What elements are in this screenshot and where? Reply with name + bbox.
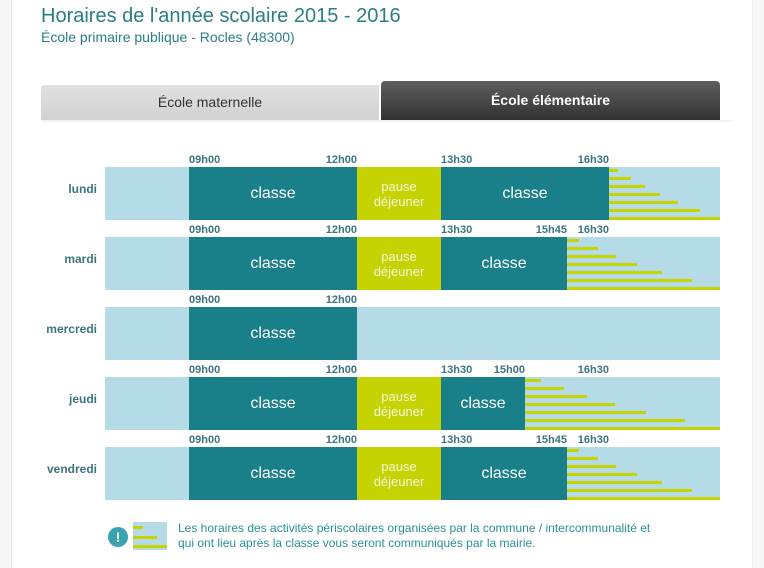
time-label: 12h00: [325, 364, 357, 376]
time-label: 16h30: [577, 154, 609, 166]
time-label: 09h00: [189, 434, 221, 446]
periscolaire-stripe: [567, 481, 662, 484]
periscolaire-stripe: [567, 497, 720, 500]
periscolaire-stripe: [567, 465, 616, 468]
segment-pause-dejeuner: pause déjeuner: [357, 167, 441, 220]
day-label-mardi: mardi: [64, 252, 97, 266]
segment-classe: classe: [441, 377, 525, 430]
periscolaire-stripe: [609, 177, 631, 180]
time-label: 15h45: [535, 434, 567, 446]
periscolaire-stripe: [567, 457, 598, 460]
segment-pause-dejeuner: pause déjeuner: [357, 237, 441, 290]
time-label: 12h00: [325, 224, 357, 236]
periscolaire-stripe: [567, 271, 662, 274]
periscolaire-stripe: [525, 379, 541, 382]
day-label-lundi: lundi: [68, 182, 97, 196]
segment-pause-dejeuner: pause déjeuner: [357, 447, 441, 500]
periscolaire-stripe: [525, 403, 615, 406]
periscolaire-stripe: [567, 279, 692, 282]
exclamation-circle-icon: !: [108, 527, 128, 547]
segment-classe: classe: [189, 167, 357, 220]
time-label: 15h00: [493, 364, 525, 376]
periscolaire-legend-icon: [133, 522, 167, 550]
periscolaire-stripe: [567, 247, 598, 250]
schedule-bar-lundi: classe pause déjeuner classe: [105, 167, 720, 220]
periscolaire-stripe: [525, 387, 564, 390]
periscolaire-stripe: [525, 427, 720, 430]
periscolaire-stripe: [609, 185, 645, 188]
tab-ecole-elementaire[interactable]: École élémentaire: [381, 81, 720, 120]
time-label: 13h30: [441, 434, 473, 446]
segment-pause-dejeuner: pause déjeuner: [357, 377, 441, 430]
segment-classe: classe: [189, 447, 357, 500]
time-label: 15h45: [535, 224, 567, 236]
time-label: 09h00: [189, 364, 221, 376]
school-subtitle: École primaire publique - Rocles (48300): [41, 29, 295, 45]
segment-classe: classe: [441, 167, 609, 220]
periscolaire-stripe: [609, 201, 678, 204]
time-label: 16h30: [577, 364, 609, 376]
periscolaire-stripe: [609, 217, 720, 220]
segment-classe: classe: [189, 307, 357, 360]
time-label: 12h00: [325, 294, 357, 306]
periscolaire-stripe: [567, 255, 616, 258]
day-label-vendredi: vendredi: [46, 462, 97, 476]
time-label: 13h30: [441, 224, 473, 236]
periscolaire-stripe: [567, 473, 637, 476]
day-label-mercredi: mercredi: [46, 322, 97, 336]
time-label: 09h00: [189, 294, 221, 306]
periscolaire-stripe: [609, 169, 618, 172]
periscolaire-stripe: [525, 419, 685, 422]
day-label-jeudi: jeudi: [68, 392, 97, 406]
page-title: Horaires de l'année scolaire 2015 - 2016: [41, 5, 401, 27]
time-label: 09h00: [189, 154, 221, 166]
segment-classe: classe: [441, 237, 567, 290]
periscolaire-stripe: [567, 489, 692, 492]
periscolaire-stripe: [525, 411, 646, 414]
time-label: 13h30: [441, 364, 473, 376]
schedule-bar-mardi: classe pause déjeuner classe: [105, 237, 720, 290]
time-label: 12h00: [325, 154, 357, 166]
time-label: 12h00: [325, 434, 357, 446]
note-text-line-2: qui ont lieu après la classe vous seront…: [178, 536, 536, 550]
schedule-bar-mercredi: classe: [105, 307, 720, 360]
schedule-bar-vendredi: classe pause déjeuner classe: [105, 447, 720, 500]
tabs-divider: [41, 120, 732, 123]
periscolaire-stripe: [609, 209, 700, 212]
note-text: Les horaires des activités périscolaires…: [178, 521, 698, 551]
time-label: 16h30: [577, 434, 609, 446]
periscolaire-stripe: [567, 287, 720, 290]
schedule-bar-jeudi: classe pause déjeuner classe: [105, 377, 720, 430]
note-text-line-1: Les horaires des activités périscolaires…: [178, 521, 651, 535]
time-label: 16h30: [577, 224, 609, 236]
segment-classe: classe: [189, 237, 357, 290]
periscolaire-stripe: [525, 395, 587, 398]
time-label: 13h30: [441, 154, 473, 166]
segment-classe: classe: [189, 377, 357, 430]
segment-classe: classe: [441, 447, 567, 500]
time-label: 09h00: [189, 224, 221, 236]
periscolaire-stripe: [567, 263, 637, 266]
tab-ecole-maternelle[interactable]: École maternelle: [41, 85, 379, 120]
periscolaire-stripe: [567, 449, 579, 452]
periscolaire-stripe: [567, 239, 579, 242]
periscolaire-stripe: [609, 193, 660, 196]
